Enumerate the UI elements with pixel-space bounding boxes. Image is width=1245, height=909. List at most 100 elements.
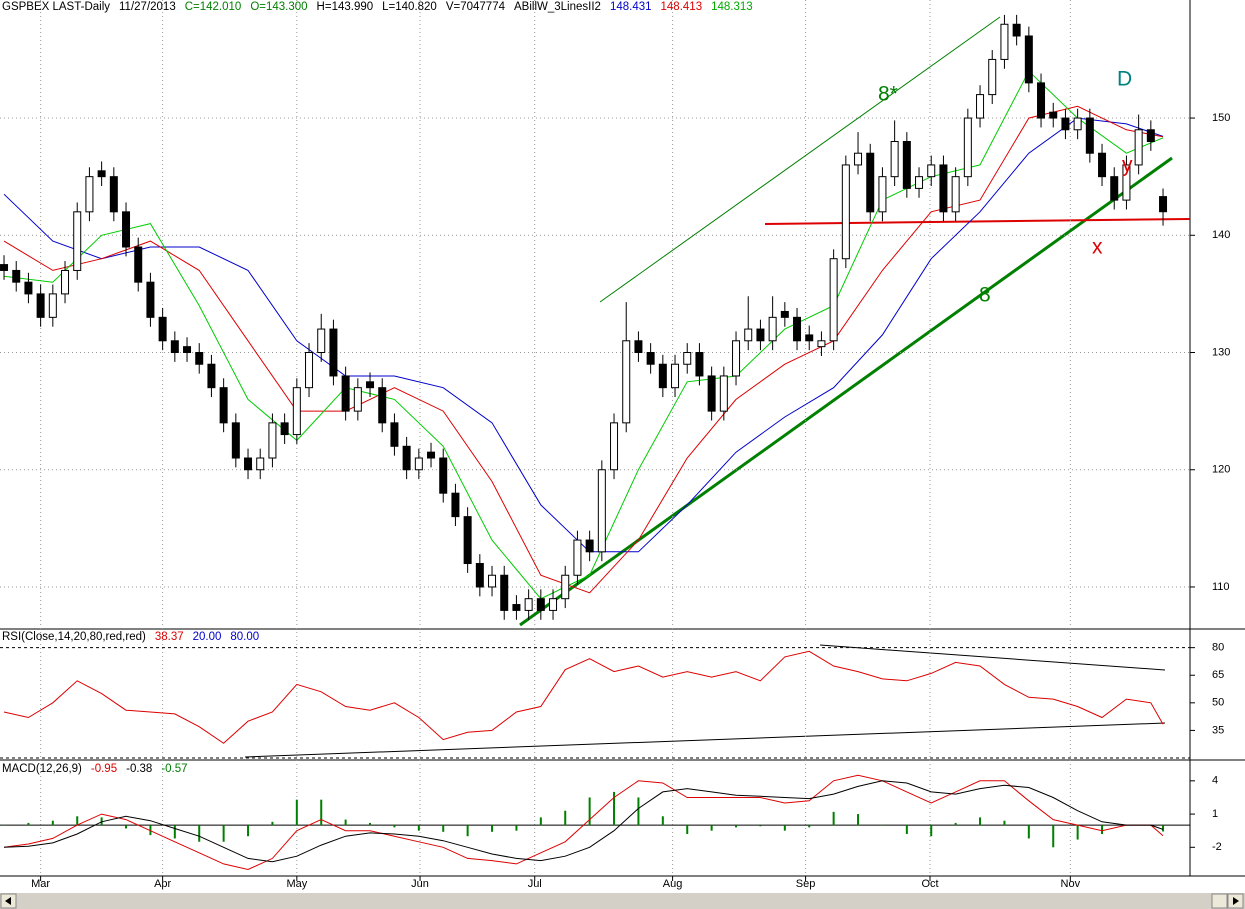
candle-body [244, 457, 253, 471]
candle-body [439, 457, 448, 494]
histogram-bar [637, 797, 640, 826]
x-tick-label: Mar [31, 878, 50, 890]
moving-average [3, 105, 1164, 594]
histogram-bar [173, 825, 176, 839]
x-tick-label: Sep [796, 878, 816, 890]
candle-body [1110, 176, 1119, 201]
histogram-bar [198, 825, 201, 842]
candle-body [48, 293, 57, 318]
y-tick-label: 1 [1212, 808, 1218, 820]
candle-body [866, 152, 875, 213]
candle-body [854, 152, 863, 166]
candle-body [1146, 129, 1155, 142]
candle-body [158, 316, 167, 342]
candle-body [1134, 129, 1143, 166]
header-item: H=143.990 [316, 1, 374, 13]
histogram-bar [295, 799, 298, 826]
histogram-bar [393, 825, 396, 828]
candle-body [988, 58, 997, 96]
candle-body [73, 211, 82, 271]
histogram-bar [369, 822, 372, 826]
candle-body [1000, 23, 1009, 60]
histogram-bar [759, 825, 762, 827]
histogram-bar [491, 825, 494, 832]
candle-body [829, 258, 838, 342]
histogram-bar [979, 817, 982, 826]
y-tick-label: 50 [1212, 697, 1224, 709]
candle-body [305, 352, 314, 389]
scroll-thumb[interactable] [1211, 893, 1228, 909]
histogram-bar [783, 825, 786, 831]
candle-body [536, 598, 545, 611]
candle-body [134, 246, 143, 283]
histogram-bar [1076, 825, 1079, 840]
candle-body [1024, 35, 1033, 84]
moving-average [3, 70, 1164, 600]
histogram-bar [442, 825, 445, 832]
y-tick-label: 120 [1212, 464, 1230, 476]
candle-body [768, 316, 777, 342]
macd-line [3, 774, 1164, 871]
histogram-bar [1027, 825, 1030, 839]
candle-body [146, 281, 155, 318]
candle-body [756, 328, 765, 342]
header-item: O=143.300 [250, 1, 308, 13]
candle-body [268, 422, 277, 459]
candle-body [744, 328, 753, 342]
annotation: 8 [979, 284, 991, 307]
candle-body [732, 340, 741, 377]
candle-body [561, 574, 570, 600]
histogram-bar [1003, 820, 1006, 826]
candle-body [793, 316, 802, 342]
histogram-bar [857, 814, 860, 826]
candle-body [695, 352, 704, 377]
header-item: 148.313 [711, 1, 753, 13]
histogram-bar [1162, 825, 1165, 832]
candle-body [280, 422, 289, 436]
histogram-bar [808, 825, 811, 828]
candle-body [585, 539, 594, 553]
candle-body [1085, 117, 1094, 154]
candle-body [939, 164, 948, 213]
candle-body [256, 457, 265, 471]
candle-body [378, 387, 387, 424]
header-item: C=142.010 [184, 1, 242, 13]
histogram-bar [905, 825, 908, 835]
histogram-bar [320, 799, 323, 826]
annotation: x [1092, 236, 1103, 259]
candle-body [390, 422, 399, 447]
histogram-bar [3, 825, 6, 826]
annotation: y [1122, 154, 1133, 177]
x-tick-label: Jul [528, 878, 542, 890]
candle-body [780, 310, 789, 318]
candle-body [1049, 111, 1058, 119]
y-tick-label: 130 [1212, 346, 1230, 358]
header-item: 148.431 [609, 1, 652, 13]
histogram-bar [710, 825, 713, 831]
candle-body [805, 334, 814, 342]
candle-body [524, 598, 533, 611]
histogram-bar [515, 825, 518, 831]
candle-body [463, 516, 472, 565]
histogram-bar [564, 810, 567, 826]
rsi-trend-line [244, 722, 1166, 758]
x-tick-label: Oct [921, 878, 938, 890]
candle-body [24, 281, 33, 295]
candle-body [341, 375, 350, 412]
candle-body [488, 574, 497, 588]
candle-body [170, 340, 179, 354]
panel-header: RSI(Close,14,20,80,red,red) 38.37 20.00 80.… [2, 631, 259, 643]
candle-body [366, 381, 375, 389]
histogram-bar [613, 791, 616, 826]
candle-body [573, 539, 582, 576]
candle-body [219, 387, 228, 424]
annotation: D [1117, 68, 1132, 91]
header-item: -0.95 [90, 763, 118, 775]
channel-line [599, 16, 1001, 303]
histogram-bar [881, 825, 884, 826]
scrollbar[interactable] [0, 893, 1245, 909]
candle-body [646, 352, 655, 365]
candle-body [1159, 196, 1168, 213]
